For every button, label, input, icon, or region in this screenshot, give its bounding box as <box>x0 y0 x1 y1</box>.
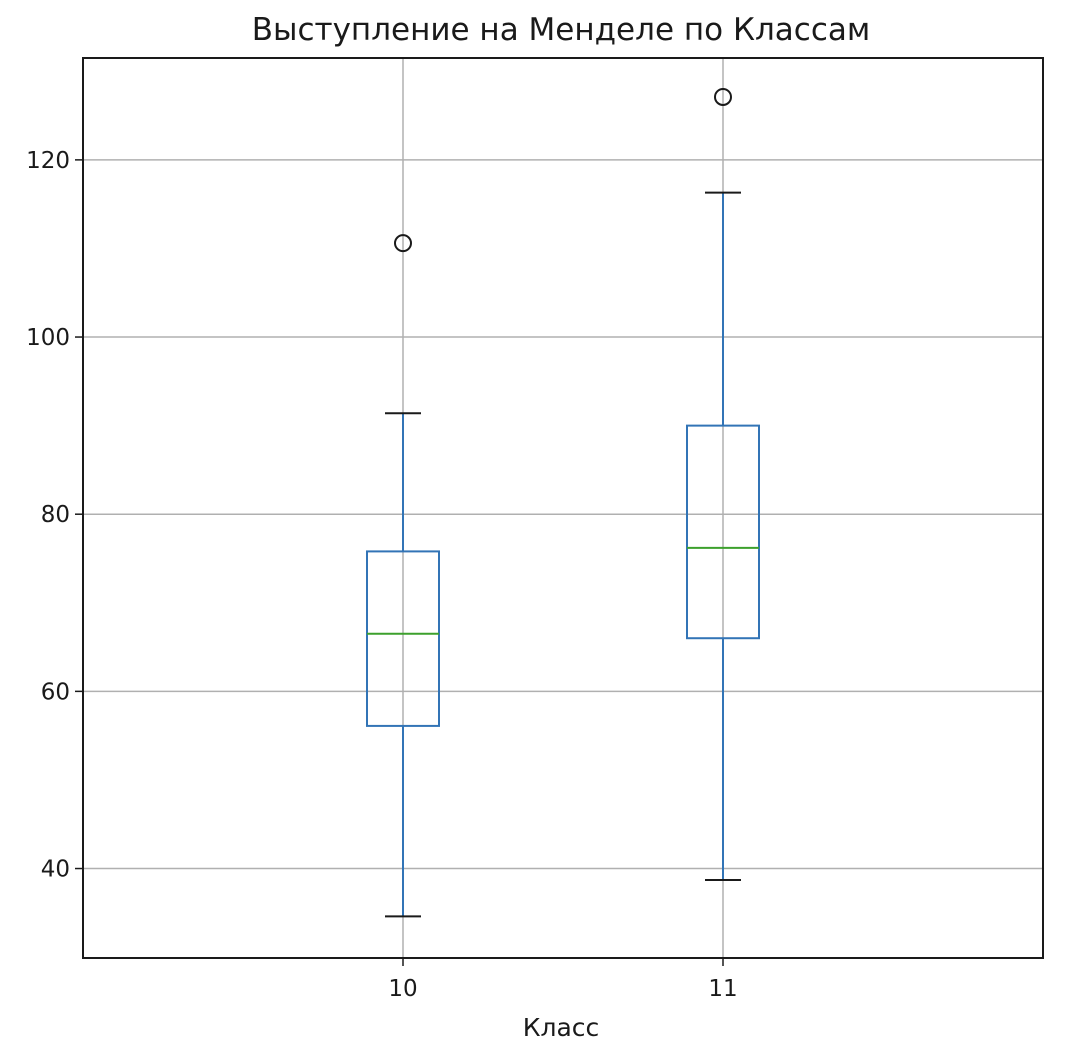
boxes-layer <box>366 87 760 918</box>
outlier-point <box>714 87 732 106</box>
grid-layer <box>83 58 1043 958</box>
box-group-11 <box>686 87 760 882</box>
y-tick-label: 60 <box>41 679 70 705</box>
iqr-box <box>366 550 440 727</box>
y-tick-label: 120 <box>26 148 70 174</box>
x-tick-label: 11 <box>708 976 737 1002</box>
y-tick-label: 100 <box>26 325 70 351</box>
plot-area-frame <box>82 57 1044 959</box>
ticks-layer: 40 60 80 100 120 10 11 <box>26 148 738 1002</box>
box-group-10 <box>366 234 440 918</box>
y-tick-label: 80 <box>41 502 70 528</box>
y-tick-label: 40 <box>41 857 70 883</box>
chart-title: Выступление на Менделе по Классам <box>252 12 871 48</box>
x-tick-label: 10 <box>388 976 417 1002</box>
iqr-box <box>686 424 760 640</box>
outlier-point <box>394 234 412 253</box>
x-axis-label: Класс <box>523 1013 600 1042</box>
